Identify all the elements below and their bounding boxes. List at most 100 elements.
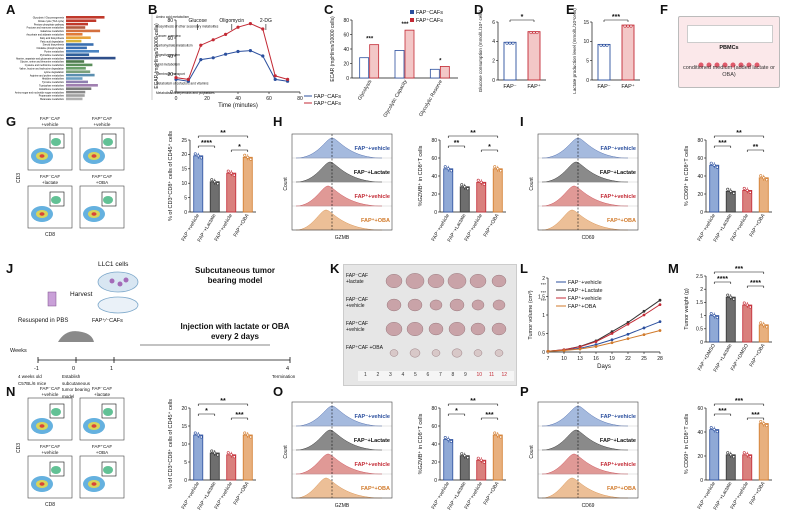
l-point [658, 303, 662, 307]
pathway-group-label: Digestive system [156, 53, 180, 57]
h-ytick-label: 60 [431, 156, 437, 162]
i-datapoint [745, 188, 749, 192]
p-ytick-label: 40 [697, 430, 703, 436]
tick-minus1: -1 [34, 366, 39, 372]
cafs-label: FAP⁺⁄⁻CAFs [92, 318, 123, 324]
l-legend-label: FAP⁺+vehicle [568, 295, 602, 302]
panel-label-c: C [324, 2, 334, 17]
o-histogram [295, 477, 383, 499]
c-legend-swatch [410, 10, 414, 14]
tumor [406, 322, 424, 337]
k-group-4: FAP⁺CAF +OBA [346, 345, 383, 351]
l-point [642, 309, 646, 313]
ruler-mark: 9 [464, 372, 467, 378]
i-datapoint [765, 178, 769, 182]
o-hist-label: FAP⁺+vehicle [355, 461, 390, 468]
b-point [236, 49, 240, 54]
pathway-label: Glycolysis / Gluconeogenesis [33, 17, 65, 20]
i-sig2-sig: *** [718, 140, 726, 147]
o-sig3-sig: *** [485, 412, 493, 419]
g-datapoint [213, 180, 217, 184]
g-bar [209, 181, 220, 213]
panel-label-h: H [273, 114, 283, 129]
h-ytick-label: 0 [434, 210, 437, 216]
n-axis-x: CD8 [45, 502, 55, 508]
l-point [642, 333, 646, 337]
m-datapoint [712, 314, 716, 318]
c-ylabel: ECAR (mpH/min/10000 cells) [330, 16, 336, 82]
n-datapoint [210, 449, 214, 453]
g-flow-label: FAP⁺CAF [92, 174, 112, 179]
l-point [658, 298, 662, 302]
p-datapoint [709, 426, 713, 430]
b-xtick-label: 60 [266, 96, 272, 102]
n-flow-label: FAP⁺CAF [92, 444, 112, 449]
e-datapoint [623, 24, 627, 28]
m-datapoint [762, 323, 766, 327]
g-flow-frame [27, 127, 73, 171]
o-hist-label: FAP⁻+Lactate [354, 438, 390, 444]
e-datapoint [599, 43, 603, 47]
b-annotation: 2-DG [260, 18, 272, 24]
n-datapoint [232, 455, 236, 459]
pathway-bar [66, 26, 86, 29]
n-flow-gate [101, 403, 117, 419]
o-ytick-label: 0 [434, 478, 437, 484]
p-hist-frame [537, 401, 639, 499]
l-point [610, 332, 614, 335]
l-point [626, 322, 630, 326]
i-datapoint [729, 189, 733, 193]
h-sig1-sig: ** [470, 130, 476, 137]
b-point [174, 76, 178, 80]
l-xtick-label: 16 [593, 356, 599, 362]
tumor [385, 322, 403, 337]
tumor-grid [384, 269, 512, 369]
d-datapoint [508, 41, 512, 45]
pathway-label: Butanoate metabolism [40, 98, 64, 101]
g-ytick-label: 20 [181, 152, 187, 158]
g-datapoint [243, 153, 247, 157]
n-ytick-label: 20 [181, 406, 187, 412]
tick-0: 0 [72, 366, 76, 372]
p-hist-label: FAP⁺+vehicle [601, 461, 636, 468]
pathway-bar [66, 16, 105, 19]
m-ytick-label: 1.5 [696, 300, 703, 306]
m-datapoint [748, 305, 752, 309]
i-ytick-label: 20 [697, 192, 703, 198]
n-ytick-label: 10 [181, 442, 187, 448]
c-bar [369, 44, 380, 79]
pathway-bar [66, 77, 83, 80]
tumor [471, 299, 485, 311]
g-flow-density [103, 138, 113, 146]
pathway-bar [66, 73, 95, 77]
b-legend-label: FAP⁺CAFs [314, 100, 341, 107]
p-sig1-sig: *** [735, 398, 743, 405]
i-datapoint [742, 186, 746, 190]
b-ytick-label: 0 [170, 90, 173, 96]
g-flow-density [39, 212, 45, 216]
p-sig2-sig: *** [718, 408, 726, 415]
m-datapoint [759, 321, 763, 325]
b-point [273, 77, 277, 81]
l-legend-label: FAP⁺+OBA [568, 303, 596, 310]
b-point [211, 38, 215, 42]
b-xtick-label: 0 [175, 96, 178, 102]
o-histogram [295, 453, 383, 475]
n-flow-density [103, 466, 113, 474]
p-datapoint [729, 453, 733, 457]
d-bar [503, 41, 517, 81]
p-bar [725, 454, 736, 481]
b-point [261, 54, 265, 58]
p-datapoint [715, 430, 719, 434]
m-datapoint [715, 316, 719, 320]
g-datapoint [229, 171, 233, 175]
pathway-bar [66, 94, 85, 97]
tumor [494, 349, 504, 357]
pathway-label: Citrate cycle (TCA cycle) [38, 20, 64, 23]
l-point [626, 337, 630, 341]
o-datapoint [493, 431, 497, 435]
cell-dot [123, 277, 129, 283]
n-sig3-sig: *** [235, 412, 243, 419]
pathway-bar [66, 19, 97, 22]
